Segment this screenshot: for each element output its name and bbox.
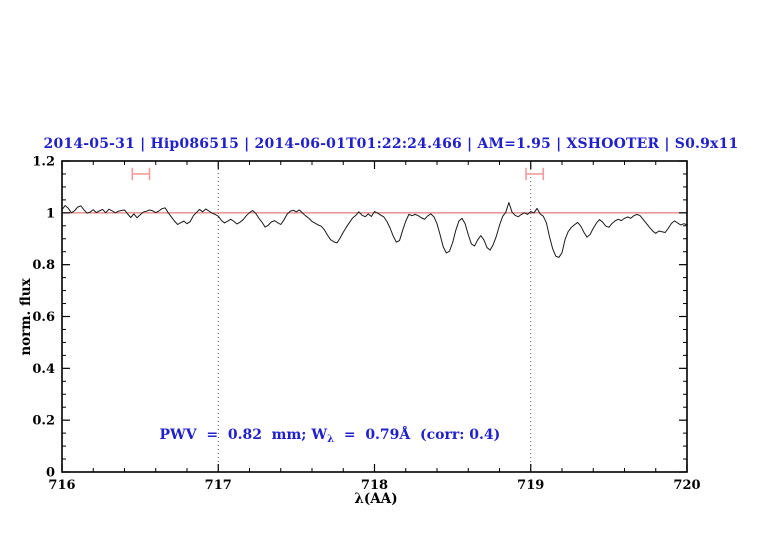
pwv-annotation-post: = 0.79Å (corr: 0.4) [334, 427, 501, 443]
y-tick-label: 0 [46, 466, 55, 481]
spectrum-line [61, 201, 688, 258]
x-tick-label: 719 [517, 478, 544, 493]
x-axis-title: λ(AA) [354, 491, 398, 507]
pwv-annotation-sub: λ [327, 434, 335, 445]
y-tick-label: 0.2 [32, 414, 55, 429]
pwv-annotation: PWV = 0.82 mm; Wλ = 0.79Å (corr: 0.4) [140, 411, 501, 461]
x-tick-label: 716 [48, 478, 75, 493]
y-tick-label: 0.4 [32, 362, 55, 377]
x-tick-label: 717 [205, 478, 232, 493]
observation-header: 2014-05-31 | Hip086515 | 2014-06-01T01:2… [43, 136, 739, 152]
x-tick-label: 718 [361, 478, 388, 493]
y-tick-label: 0.8 [32, 258, 55, 273]
pwv-annotation-pre: PWV = 0.82 mm; W [159, 427, 328, 443]
x-tick-label: 720 [673, 478, 700, 493]
y-tick-label: 1 [46, 206, 55, 221]
y-tick-label: 0.6 [32, 310, 55, 325]
y-tick-label: 1.2 [32, 155, 55, 170]
